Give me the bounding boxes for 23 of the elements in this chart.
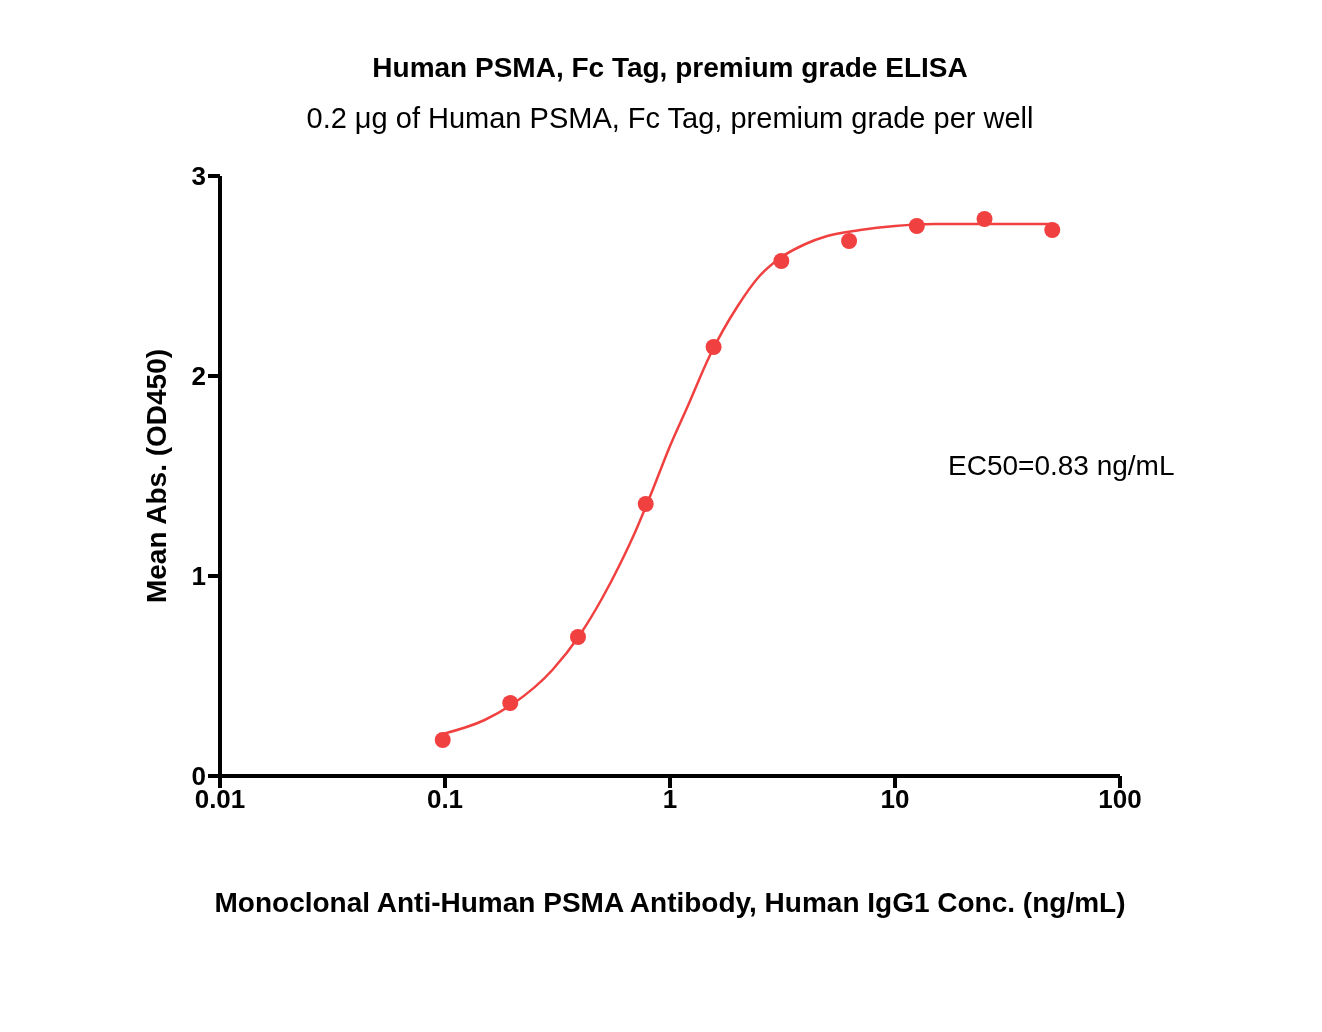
y-tick-label: 2 [191, 361, 206, 392]
point [434, 732, 451, 748]
point [976, 211, 993, 227]
x-tick-label: 10 [880, 784, 910, 815]
x-tick-label: 0.1 [426, 784, 464, 815]
chart-title: Human PSMA, Fc Tag, premium grade ELISA [371, 52, 969, 84]
x-tick-label: 100 [1098, 784, 1142, 815]
point [705, 339, 722, 355]
point [841, 233, 858, 249]
point [637, 496, 654, 512]
point [502, 695, 519, 711]
y-tick-label: 1 [191, 561, 206, 592]
point [908, 218, 925, 234]
annotation: EC50=0.83 ng/mL [948, 450, 1175, 482]
y-axis-title: Mean Abs. (OD450) [140, 348, 172, 604]
x-tick-label: 1 [662, 784, 678, 815]
point [1044, 222, 1061, 238]
y-tick-label: 3 [191, 161, 206, 192]
chart-subtitle: 0.2 μg of Human PSMA, Fc Tag, premium grade per well [305, 102, 1035, 135]
point [773, 253, 790, 269]
x-axis-title: Monoclonal Anti-Human PSMA Antibody, Human IgG1 Conc. (ng/mL) [214, 887, 1126, 918]
x-tick-label: 0.01 [194, 784, 246, 815]
point [569, 629, 586, 645]
